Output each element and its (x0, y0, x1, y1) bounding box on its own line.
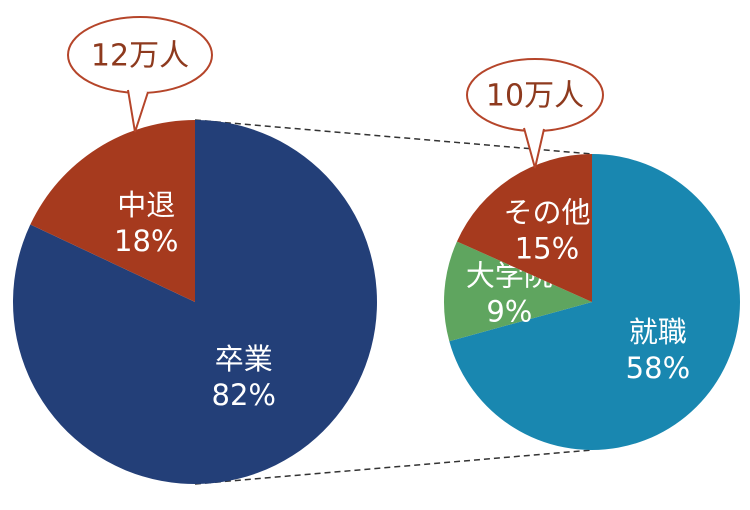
connector (194, 119, 593, 155)
callout-tail (523, 127, 545, 169)
pie-slice (456, 154, 592, 302)
slice-value-label: 58% (626, 351, 690, 385)
slice-category: その他 (503, 195, 590, 229)
pie-slice (444, 241, 592, 342)
pie-slice (30, 119, 196, 302)
connector (194, 449, 593, 485)
pie-slice (449, 154, 740, 450)
slice-value-label: 9% (486, 295, 532, 329)
callout-text: 10万人 (486, 79, 584, 114)
callout-tail (127, 89, 149, 133)
slice-category: 中退 (117, 188, 175, 222)
slice-category: 卒業 (215, 342, 273, 376)
callout-text: 12万人 (91, 39, 189, 74)
slice-category: 就職 (629, 315, 687, 349)
slice-value-label: 18% (114, 224, 178, 258)
slice-value-label: 82% (212, 378, 276, 412)
slice-value-label: 15% (515, 231, 579, 265)
